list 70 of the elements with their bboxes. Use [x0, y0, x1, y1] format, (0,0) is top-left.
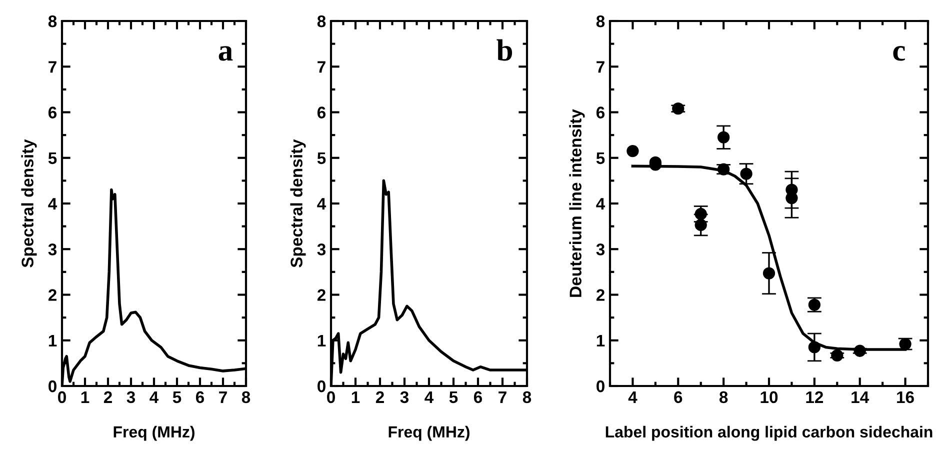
y-tick-label: 8 [317, 15, 326, 28]
y-tick-label: 1 [318, 334, 326, 346]
x-tick-label: 4 [150, 391, 159, 403]
x-tick-label: 16 [897, 391, 914, 404]
point [854, 344, 866, 357]
y-tick-label: 7 [318, 61, 326, 73]
y-tick-label: 6 [596, 106, 605, 118]
y-tick-label: 4 [48, 198, 58, 210]
x-tick-label: 8 [242, 391, 250, 404]
x-tick-label: 8 [719, 391, 728, 404]
y-tick-label: 8 [48, 15, 57, 28]
y-tick-label: 6 [317, 106, 326, 118]
y-tick-label: 2 [596, 289, 604, 301]
y-tick-label: 5 [596, 152, 605, 164]
x-tick-label: 0 [58, 391, 66, 404]
x-tick-label: 14 [852, 391, 870, 403]
y-tick-label: 0 [596, 380, 604, 392]
point [762, 267, 776, 280]
y-tick-label: 7 [48, 61, 56, 73]
y-tick-label: 7 [596, 61, 604, 73]
x-tick-label: 7 [498, 391, 506, 403]
x-tick-label: 12 [806, 391, 824, 403]
point [626, 144, 639, 158]
y-tick-label: 8 [596, 15, 605, 28]
y-tick-label: 1 [48, 334, 57, 346]
x-tick-label: 8 [522, 391, 532, 404]
y-tick-label: 6 [48, 106, 57, 118]
annotation: b [496, 39, 512, 61]
y-tick-label: 3 [596, 244, 605, 256]
annotation: a [218, 46, 233, 61]
y-axis-title: Deuterium line intensity [569, 109, 585, 297]
x-tick-label: 5 [172, 391, 182, 404]
point [740, 168, 752, 180]
y-axis-title: Spectral density [290, 139, 306, 268]
x-tick-label: 6 [474, 391, 482, 404]
y-tick-label: 0 [318, 380, 326, 392]
x-tick-label: 2 [104, 391, 112, 403]
y-tick-label: 3 [48, 244, 57, 256]
y-tick-label: 0 [48, 380, 56, 392]
x-axis-title: Freq (MHz) [114, 426, 194, 441]
x-tick-label: 2 [376, 391, 384, 403]
point [672, 102, 684, 115]
y-tick-label: 4 [317, 198, 326, 210]
y-tick-label: 5 [48, 152, 57, 164]
x-axis-title: Label position along lipid carbon sidechain [606, 426, 932, 441]
x-tick-label: 3 [126, 391, 136, 404]
point [694, 218, 707, 232]
point [717, 131, 730, 144]
y-tick-label: 2 [317, 289, 326, 301]
x-tick-label: 7 [219, 391, 227, 403]
x-axis-title: Freq (MHz) [388, 426, 470, 441]
point [831, 349, 844, 362]
x-tick-label: 1 [352, 391, 360, 403]
y-tick-label: 1 [596, 334, 605, 346]
y-tick-label: 5 [317, 152, 326, 164]
x-tick-label: 1 [81, 391, 90, 403]
x-tick-label: 10 [760, 391, 778, 404]
x-tick-label: 4 [628, 391, 638, 403]
y-tick-label: 4 [596, 198, 606, 210]
annotation: c [893, 46, 905, 61]
y-tick-label: 3 [317, 244, 326, 256]
y-tick-label: 2 [48, 289, 56, 301]
point [808, 341, 821, 354]
x-tick-label: 0 [327, 391, 335, 404]
y-axis-title: Spectral density [21, 139, 37, 268]
x-tick-label: 6 [674, 391, 682, 404]
x-tick-label: 3 [400, 391, 409, 404]
x-tick-label: 6 [196, 391, 204, 404]
x-tick-label: 4 [424, 391, 434, 403]
x-tick-label: 5 [449, 391, 458, 404]
